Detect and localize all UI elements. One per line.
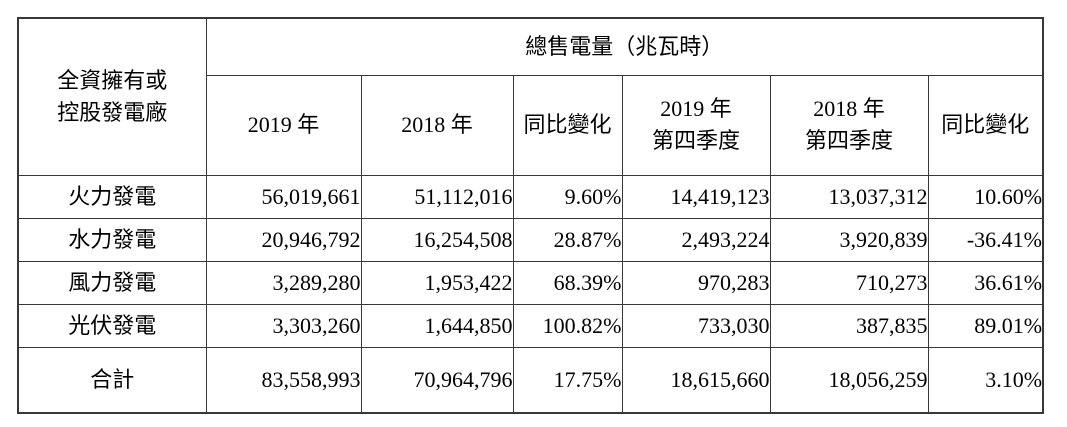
- header-line: 2019 年: [660, 96, 732, 122]
- cell-2019: 83,558,993: [205, 346, 362, 414]
- cell-2018: 51,112,016: [360, 174, 514, 219]
- col-header-2019: 2019 年: [205, 74, 362, 176]
- header-line: 第四季度: [804, 128, 893, 153]
- cell-2019-q4: 970,283: [621, 260, 771, 305]
- cell-2019: 3,303,260: [205, 303, 362, 348]
- cell-yoy-q4: 3.10%: [927, 346, 1044, 414]
- cell-2019: 20,946,792: [205, 217, 362, 262]
- cell-yoy-q4: -36.41%: [927, 217, 1044, 262]
- corner-header-line2: 控股發電廠: [57, 99, 168, 125]
- header-line: 2018 年: [813, 96, 885, 122]
- row-label: 光伏發電: [17, 303, 207, 348]
- corner-header-line1: 全資擁有或: [57, 67, 168, 93]
- cell-2018: 16,254,508: [360, 217, 514, 262]
- corner-header-plant-column: 全資擁有或 控股發電廠: [17, 17, 207, 176]
- row-label: 風力發電: [17, 260, 207, 305]
- col-header-2019-q4: 2019 年 第四季度: [621, 74, 771, 176]
- cell-2018: 1,644,850: [360, 303, 514, 348]
- cell-2018: 70,964,796: [360, 346, 514, 414]
- cell-yoy: 100.82%: [512, 303, 623, 348]
- cell-2019: 56,019,661: [205, 174, 362, 219]
- cell-2019-q4: 2,493,224: [621, 217, 771, 262]
- col-header-yoy-change-q4: 同比變化: [927, 74, 1044, 176]
- cell-2019-q4: 14,419,123: [621, 174, 771, 219]
- cell-2018-q4: 710,273: [769, 260, 929, 305]
- cell-2019-q4: 733,030: [621, 303, 771, 348]
- cell-yoy-q4: 10.60%: [927, 174, 1044, 219]
- total-label: 合計: [17, 346, 207, 414]
- col-header-2018: 2018 年: [360, 74, 514, 176]
- cell-2019: 3,289,280: [205, 260, 362, 305]
- cell-yoy: 17.75%: [512, 346, 623, 414]
- cell-yoy: 68.39%: [512, 260, 623, 305]
- row-label: 水力發電: [17, 217, 207, 262]
- electricity-sales-table: 全資擁有或 控股發電廠 總售電量（兆瓦時） 2019 年 2018 年 同比變化…: [17, 17, 1045, 414]
- row-wind-power: 風力發電 3,289,280 1,953,422 68.39% 970,283 …: [17, 260, 1044, 305]
- cell-2018-q4: 3,920,839: [769, 217, 929, 262]
- row-label: 火力發電: [17, 174, 207, 219]
- row-hydro-power: 水力發電 20,946,792 16,254,508 28.87% 2,493,…: [17, 217, 1044, 262]
- row-solar-power: 光伏發電 3,303,260 1,644,850 100.82% 733,030…: [17, 303, 1044, 348]
- cell-2019-q4: 18,615,660: [621, 346, 771, 414]
- row-thermal-power: 火力發電 56,019,661 51,112,016 9.60% 14,419,…: [17, 174, 1044, 219]
- cell-2018: 1,953,422: [360, 260, 514, 305]
- cell-2018-q4: 13,037,312: [769, 174, 929, 219]
- cell-yoy-q4: 36.61%: [927, 260, 1044, 305]
- cell-yoy: 28.87%: [512, 217, 623, 262]
- report-table-container: 全資擁有或 控股發電廠 總售電量（兆瓦時） 2019 年 2018 年 同比變化…: [17, 17, 1045, 414]
- group-title-total-electricity-sold: 總售電量（兆瓦時）: [205, 17, 1044, 76]
- col-header-yoy-change: 同比變化: [512, 74, 623, 176]
- cell-yoy: 9.60%: [512, 174, 623, 219]
- header-line: 第四季度: [651, 128, 740, 153]
- row-total: 合計 83,558,993 70,964,796 17.75% 18,615,6…: [17, 346, 1044, 414]
- cell-2018-q4: 18,056,259: [769, 346, 929, 414]
- cell-2018-q4: 387,835: [769, 303, 929, 348]
- header-group-row: 全資擁有或 控股發電廠 總售電量（兆瓦時）: [17, 17, 1044, 176]
- col-header-2018-q4: 2018 年 第四季度: [769, 74, 929, 176]
- cell-yoy-q4: 89.01%: [927, 303, 1044, 348]
